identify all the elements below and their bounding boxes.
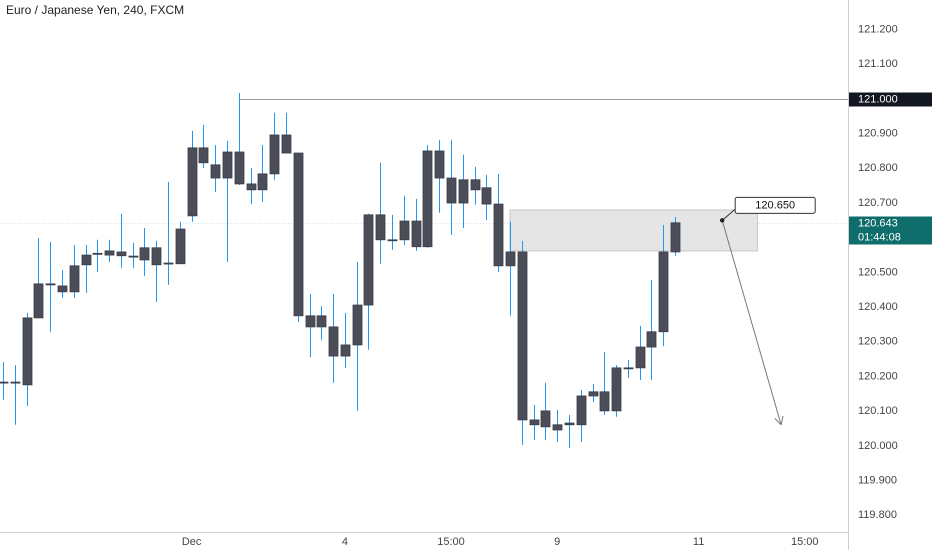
candle-body: [352, 304, 363, 346]
y-tick-label: 120.200: [858, 370, 898, 382]
candle-body: [269, 134, 280, 175]
y-tick-label: 121.200: [858, 23, 898, 35]
candle-body: [540, 410, 551, 428]
candle-body: [163, 262, 174, 265]
candle-body: [470, 179, 481, 191]
candle-body: [564, 422, 575, 426]
x-tick-label: 11: [693, 536, 704, 548]
y-tick-label: 120.100: [858, 405, 898, 417]
candle-body: [305, 315, 316, 328]
candle-body: [458, 179, 469, 204]
candle-body: [128, 255, 139, 258]
candle-body: [387, 239, 398, 242]
y-tick-label: 120.500: [858, 266, 898, 278]
candle-body: [363, 214, 374, 306]
projection-arrow: [721, 220, 782, 425]
candle-body: [257, 173, 268, 191]
candle-body: [422, 150, 433, 248]
candle-body: [411, 220, 422, 248]
candle-body: [281, 134, 292, 154]
candle-body: [670, 222, 681, 253]
candle-body: [116, 251, 127, 257]
candle-body: [139, 247, 150, 261]
y-tick-label: 120.000: [858, 440, 898, 452]
level-label-box: [849, 92, 932, 107]
x-tick-label: 4: [342, 536, 348, 548]
candle-body: [57, 285, 68, 293]
arrow-head: [780, 415, 784, 425]
candle-body: [446, 177, 457, 204]
candle-body: [316, 315, 327, 328]
candle-body: [187, 147, 198, 217]
candle-body: [434, 150, 445, 179]
last-price-label: 120.643: [858, 217, 898, 229]
x-tick-label: 15:00: [791, 536, 819, 548]
level-label: 121.000: [858, 93, 898, 105]
y-tick-label: 120.900: [858, 128, 898, 140]
candle-body: [33, 283, 44, 319]
candle-body: [552, 424, 563, 431]
candle-body: [198, 147, 209, 164]
y-tick-label: 120.400: [858, 301, 898, 313]
candle-body: [658, 251, 669, 333]
arrow-head: [774, 418, 782, 426]
candle-body: [45, 283, 56, 286]
y-tick-label: 119.900: [858, 475, 897, 487]
candle-body: [505, 251, 516, 267]
candle-body: [328, 326, 339, 357]
y-tick-label: 120.700: [858, 197, 898, 209]
candle-body: [0, 381, 9, 384]
candle-body: [635, 346, 646, 369]
candle-body: [588, 391, 599, 397]
x-tick-label: 9: [554, 536, 560, 548]
callout-label: 120.650: [755, 199, 795, 211]
candle-body: [293, 152, 304, 317]
y-tick-label: 120.800: [858, 162, 898, 174]
callout-box: [734, 196, 816, 214]
candle-body: [175, 228, 186, 265]
candle-body: [623, 367, 634, 370]
candle-body: [576, 395, 587, 426]
chart-title: Euro / Japanese Yen, 240, FXCM: [6, 3, 184, 17]
candle-body: [340, 344, 351, 357]
candle-body: [517, 251, 528, 421]
candle-body: [151, 247, 162, 266]
callout-anchor: [719, 218, 725, 223]
y-tick-label: 121.100: [858, 58, 898, 70]
candle-body: [599, 391, 610, 412]
candle-body: [399, 220, 410, 241]
candle-body: [646, 331, 657, 348]
callout-leader: [721, 207, 737, 221]
candle-body: [10, 381, 21, 384]
candle-body: [246, 183, 257, 191]
candle-body: [375, 214, 386, 241]
candle-body: [222, 151, 233, 179]
candle-body: [210, 164, 221, 179]
candle-body: [493, 203, 504, 267]
candle-body: [481, 187, 492, 205]
candle-body: [22, 317, 33, 386]
candle-body: [69, 265, 80, 293]
last-price-box: [849, 216, 932, 245]
candle-body: [611, 367, 622, 412]
countdown-label: 01:44:08: [858, 231, 901, 243]
x-tick-label: 15:00: [437, 536, 465, 548]
candle-body: [104, 250, 115, 256]
candle-body: [529, 419, 540, 426]
y-tick-label: 120.300: [858, 336, 898, 348]
candle-body: [234, 151, 245, 185]
x-tick-label: Dec: [182, 536, 202, 548]
candle-body: [92, 252, 103, 255]
price-zone: [509, 209, 759, 252]
y-tick-label: 119.800: [858, 509, 897, 521]
candle-body: [81, 254, 92, 266]
